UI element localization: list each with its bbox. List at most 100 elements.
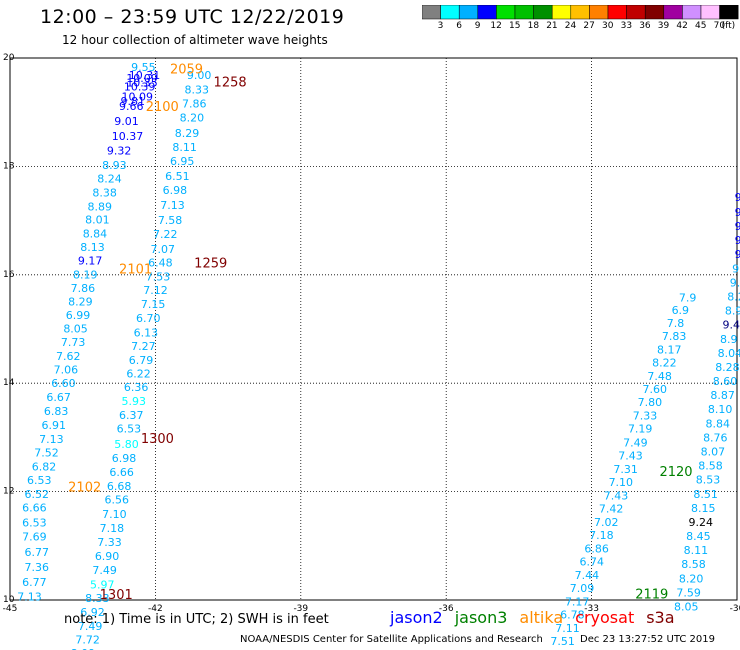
x-tick-label: -39 (293, 604, 308, 614)
wave-height-value: 10.35 (126, 76, 158, 89)
legend-label: 70 (713, 21, 726, 31)
wave-height-value: 6.22 (126, 367, 151, 380)
map-frame (9, 57, 738, 601)
wave-height-value: 6.95 (170, 155, 195, 168)
wave-height-value: 7.10 (102, 508, 127, 521)
wave-height-value: 8.10 (708, 403, 733, 416)
wave-height-value: 10.39 (124, 81, 156, 94)
x-tick-label: -42 (148, 604, 163, 614)
pass-time-label: 2100 (146, 100, 179, 115)
wave-height-value: 7.44 (575, 569, 600, 582)
legend-label: 21 (546, 21, 558, 31)
page-title: 12:00 – 23:59 UTC 12/22/2019 (40, 6, 345, 28)
wave-height-value: 10.37 (112, 130, 144, 143)
satellite-key-jason3: jason3 (454, 608, 508, 627)
color-legend (422, 5, 739, 20)
wave-height-value: 8.09 (71, 647, 96, 650)
page-subtitle: 12 hour collection of altimeter wave hei… (62, 33, 328, 47)
pass-time-label: 2120 (659, 465, 692, 480)
legend-label: 30 (602, 21, 614, 31)
wave-height-value: 7.31 (613, 463, 638, 476)
wave-height-value: 7.49 (78, 620, 103, 633)
wave-height-value: 6.90 (95, 550, 120, 563)
legend-label: 27 (583, 21, 595, 31)
wave-height-value: 7.33 (633, 410, 658, 423)
wave-height-value: 8.89 (88, 201, 113, 214)
wave-height-value: 8.87 (710, 389, 735, 402)
wave-height-value: 8.53 (696, 474, 721, 487)
wave-height-value: 8.58 (698, 460, 723, 473)
wave-height-value: 6.53 (22, 516, 47, 529)
wave-height-value: 8.24 (97, 172, 122, 185)
wave-height-value: 7.49 (623, 436, 648, 449)
wave-height-value: 8.33 (85, 592, 110, 605)
wave-height-value: 5.80 (114, 438, 139, 451)
wave-height-value: 6.67 (46, 391, 71, 404)
wave-height-value: 8.20 (180, 112, 205, 125)
wave-height-value: 7.86 (71, 282, 96, 295)
wave-height-value: 9.2 (730, 276, 740, 289)
y-tick-label: 16 (3, 270, 15, 280)
legend-label: 24 (564, 21, 577, 31)
wave-height-value: 6.77 (25, 546, 50, 559)
wave-height-value: 9.55 (131, 61, 156, 74)
wave-height-value: 7.13 (160, 199, 185, 212)
legend-label: 12 (490, 21, 502, 31)
wave-height-value: 7.27 (131, 340, 156, 353)
legend-label: 9 (474, 21, 481, 31)
wave-height-value: 8.05 (63, 322, 88, 335)
wave-height-value: 8.11 (172, 141, 197, 154)
wave-height-value: 8.84 (705, 417, 730, 430)
wave-height-value: 6.60 (51, 377, 76, 390)
wave-height-value: 10.31 (129, 69, 161, 82)
wave-height-value: 7.15 (141, 298, 166, 311)
wave-height-value: 7.43 (618, 449, 643, 462)
wave-height-value: 8.13 (80, 241, 105, 254)
satellite-key-cryosat: cryosat (575, 608, 635, 627)
legend-label: 3 (437, 21, 444, 31)
wave-height-value: 7.83 (662, 330, 687, 343)
wave-height-value: 7.18 (589, 529, 614, 542)
wave-height-value: 6.91 (42, 419, 67, 432)
wave-height-value: 7.36 (25, 561, 50, 574)
wave-height-value: 6.51 (165, 170, 190, 183)
wave-height-value: 7.19 (628, 423, 653, 436)
pass-time-label: 1259 (194, 256, 227, 271)
wave-height-value: 7.72 (75, 634, 100, 647)
wave-height-value: 9.00 (187, 69, 212, 82)
wave-height-value: 7.12 (143, 284, 168, 297)
pass-time-label: 2102 (68, 481, 101, 496)
wave-height-value: 6.83 (44, 405, 69, 418)
wave-height-value: 6.79 (129, 354, 154, 367)
wave-height-value: 6.53 (117, 423, 142, 436)
wave-height-value: 7.17 (565, 596, 590, 609)
wave-height-value: 6.77 (22, 576, 47, 589)
wave-height-value: 8.51 (693, 488, 718, 501)
wave-height-value: 10.09 (121, 90, 152, 103)
legend-label: 39 (657, 21, 670, 31)
footnote: note: 1) Time is in UTC; 2) SWH is in fe… (64, 612, 329, 627)
legend-label: 42 (676, 21, 688, 31)
y-tick-label: 18 (3, 161, 15, 171)
x-tick-label: -30 (730, 604, 740, 614)
wave-height-value: 8.22 (652, 357, 677, 370)
wave-height-value: 8.58 (681, 558, 706, 571)
wave-height-value: 8.01 (85, 214, 110, 227)
wave-height-value: 7.33 (97, 536, 122, 549)
satellite-key-s3a: s3a (646, 608, 675, 627)
wave-height-value: 7.52 (34, 447, 59, 460)
satellite-key-altika: altika (519, 608, 564, 627)
wave-height-value: 7.48 (647, 370, 672, 383)
wave-height-value: 7.42 (599, 502, 624, 515)
wave-height-value: 9 (735, 220, 740, 233)
wave-height-value: 7.9 (679, 292, 697, 305)
legend-label: 45 (695, 21, 707, 31)
wave-height-value: 7.80 (638, 396, 663, 409)
wave-height-value: 8.05 (674, 601, 699, 614)
wave-height-value: 6.78 (560, 609, 585, 622)
wave-height-value: 8.04 (718, 347, 740, 360)
x-tick-label: -33 (584, 604, 599, 614)
wave-height-value: 6.74 (579, 556, 604, 569)
x-tick-label: -36 (439, 604, 454, 614)
